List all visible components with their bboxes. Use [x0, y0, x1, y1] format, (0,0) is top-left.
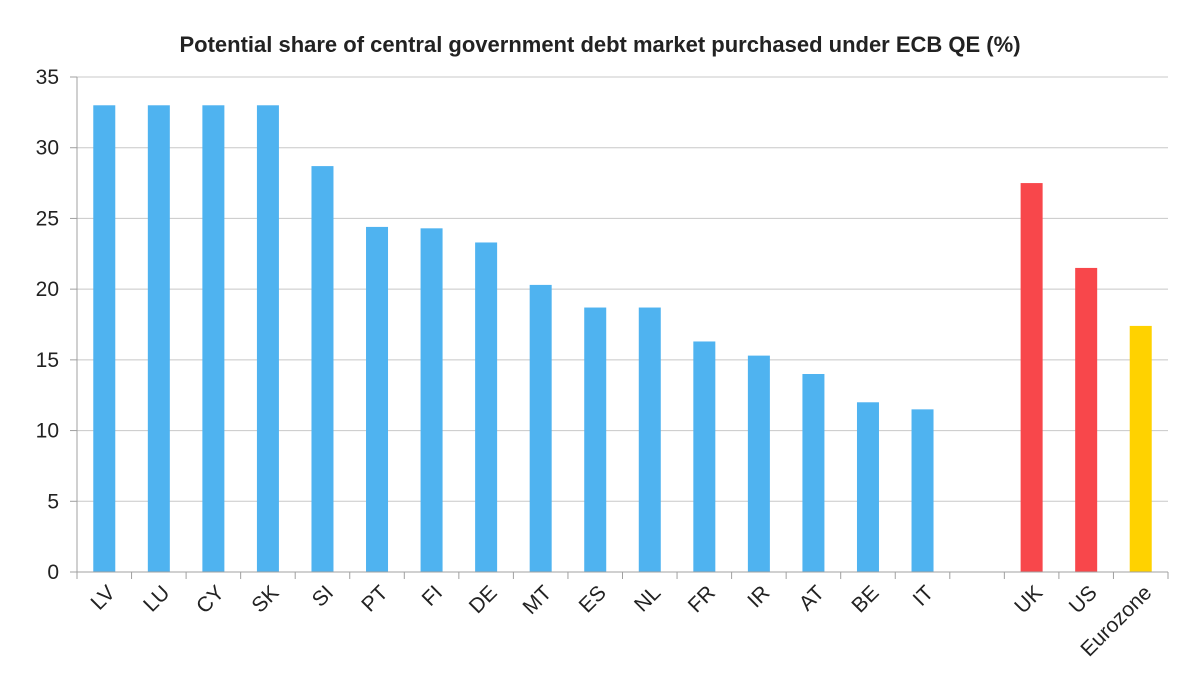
bar-eurozone: [1129, 325, 1152, 572]
y-tick-label: 35: [36, 66, 59, 89]
y-tick-label: 10: [36, 420, 59, 443]
x-tick-label: LV: [86, 581, 119, 614]
x-tick-label: FI: [418, 581, 447, 610]
gridlines: [77, 76, 1168, 502]
x-tick-label: ES: [575, 581, 611, 617]
y-tick-label: 20: [36, 278, 59, 301]
bar-fi: [420, 228, 443, 573]
bar-cy: [202, 105, 225, 573]
axes: [70, 76, 1169, 579]
bar-mt: [529, 284, 552, 572]
chart-title: Potential share of central government de…: [179, 32, 1020, 57]
bar-lu: [147, 105, 170, 573]
y-tick-label: 15: [36, 349, 59, 372]
y-tick-label: 25: [36, 207, 59, 230]
bar-ir: [747, 355, 770, 572]
y-tick-label: 5: [47, 490, 59, 513]
x-tick-label: FR: [684, 581, 720, 617]
x-tick-label: US: [1065, 581, 1102, 618]
y-tick-label: 0: [47, 561, 59, 584]
x-tick-label: LU: [139, 581, 174, 616]
x-tick-label: IR: [743, 581, 774, 612]
y-tick-label: 30: [36, 137, 59, 160]
bar-pt: [366, 226, 389, 572]
bar-fr: [693, 341, 716, 572]
bar-es: [584, 307, 607, 572]
bar-si: [311, 166, 334, 572]
bar-it: [911, 409, 934, 572]
x-tick-label: MT: [519, 581, 557, 619]
x-tick-label: IT: [909, 581, 939, 611]
x-tick-labels: LV LU CY SK SI PT FI DE MT ES NL FR IR AT BE IT UK USEuro…: [86, 581, 1156, 661]
x-tick-label: AT: [795, 581, 829, 615]
x-tick-label: BE: [847, 581, 883, 617]
bar-nl: [638, 307, 661, 572]
x-tick-label: SI: [308, 581, 338, 611]
x-tick-label: NL: [630, 581, 665, 616]
bar-at: [802, 374, 825, 572]
bar-us: [1075, 267, 1098, 572]
bar-lv: [93, 105, 116, 573]
x-tick-label: PT: [357, 581, 392, 616]
x-tick-label: CY: [192, 581, 229, 618]
bars: [93, 105, 1152, 573]
y-tick-labels: 0 5 10 15 20 25 30 35: [36, 66, 59, 584]
bar-de: [475, 242, 498, 572]
bar-uk: [1020, 183, 1043, 573]
x-tick-label: DE: [465, 581, 502, 618]
x-tick-label: UK: [1010, 581, 1047, 618]
bar-be: [856, 402, 879, 572]
bar-sk: [256, 105, 279, 573]
x-tick-label: SK: [247, 581, 283, 617]
